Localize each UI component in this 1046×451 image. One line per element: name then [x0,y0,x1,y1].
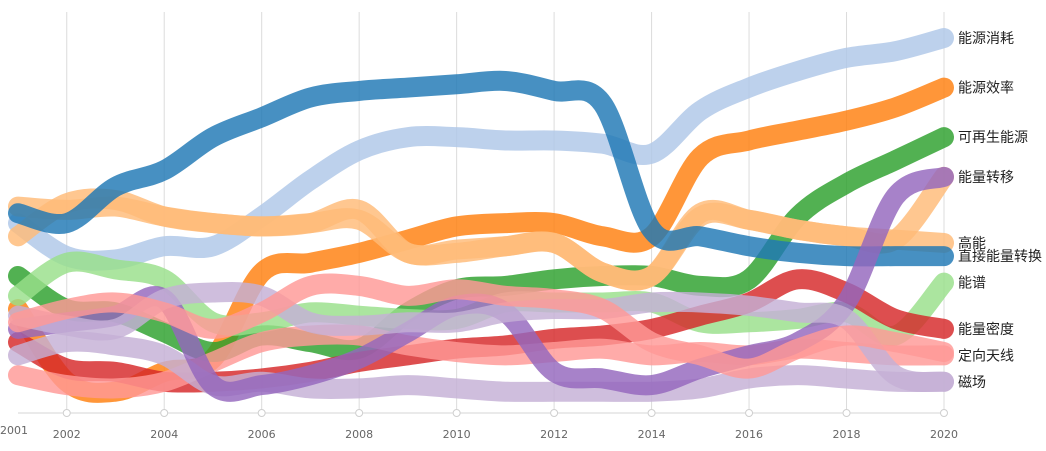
series-bands [8,28,954,403]
series-label-可再生能源: 可再生能源 [958,130,1028,146]
tick-label-2014: 2014 [638,428,666,441]
series-label-直接能量转换: 直接能量转换 [958,248,1042,265]
tick-dot-2004 [160,409,169,417]
tick-label-2020: 2020 [930,428,958,441]
series-band-unlabeled-12 [8,273,954,379]
tick-dot-2020 [940,409,948,417]
x-axis: 2001 2002 2004 2006 2008 2010 2012 2014 2016 2018… [0,409,958,441]
series-label-能量转移: 能量转移 [958,170,1014,186]
series-band-能量转移 [8,166,954,291]
series-band-unlabeled-11 [8,282,954,392]
tick-label-2018: 2018 [833,428,861,441]
series-label-能量密度: 能量密度 [958,321,1014,338]
tick-dot-2018 [842,409,851,417]
series-label-磁场: 磁场 [958,375,986,391]
tick-label-2001: 2001 [0,424,28,437]
series-label-能源消耗: 能源消耗 [958,31,1014,47]
series-label-能谱: 能谱 [958,276,986,292]
series-band-磁场 [8,331,954,402]
series-band-能源消耗 [8,28,954,271]
tick-dot-2016 [745,409,754,417]
tick-dot-2006 [257,409,266,417]
tick-label-2010: 2010 [443,428,471,441]
series-label-能源效率: 能源效率 [958,80,1014,97]
series-label-高能: 高能 [958,235,986,252]
tick-label-2006: 2006 [248,428,276,441]
tick-dot-2010 [452,409,461,417]
tick-dot-2014 [647,409,656,417]
tick-dot-2008 [355,409,364,417]
tick-dot-2012 [550,409,559,417]
tick-label-2016: 2016 [735,428,763,441]
series-label-定向天线: 定向天线 [958,348,1014,364]
tick-label-2008: 2008 [345,428,373,441]
series-band-直接能量转换 [8,70,954,267]
tick-dot-2002 [62,409,71,417]
tick-label-2012: 2012 [540,428,568,441]
tick-label-2004: 2004 [150,428,178,441]
tick-label-2002: 2002 [53,428,81,441]
